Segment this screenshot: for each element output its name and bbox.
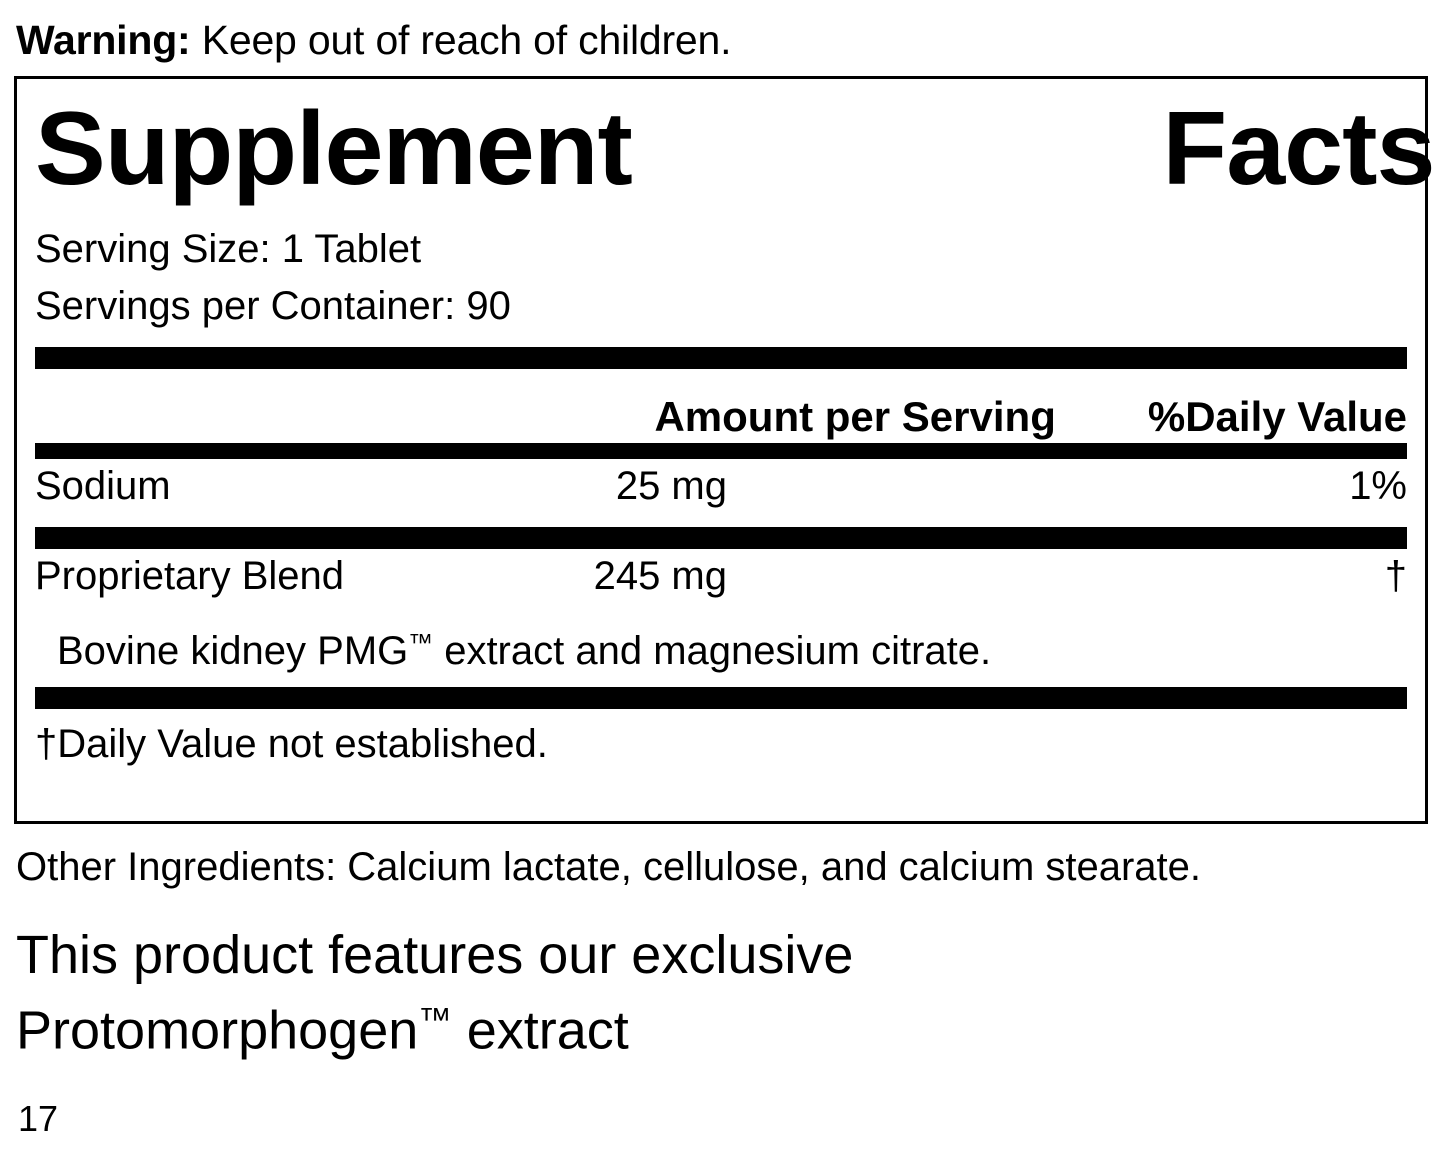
rule-between-rows [35, 527, 1407, 549]
table-row: Proprietary Blend 245 mg † [35, 549, 1407, 617]
warning-label: Warning: [16, 17, 191, 63]
supplement-facts-panel: Supplement Facts Serving Size: 1 Tablet S… [14, 76, 1435, 824]
rule-above-footnote [35, 687, 1407, 709]
nutrient-dv-sodium: 1% [1349, 464, 1407, 508]
blend-description-prefix: Bovine kidney PMG [57, 628, 409, 673]
header-daily-value: %Daily Value [1147, 393, 1407, 440]
nutrient-amount-sodium: 25 mg [615, 464, 727, 508]
tagline-line-1: This product features our exclusive [16, 925, 854, 985]
trademark-icon: ™ [408, 630, 434, 657]
tagline-line-2-suffix: extract [451, 1000, 629, 1061]
rule-below-headers [35, 443, 1407, 459]
blend-description-suffix: extract and magnesium citrate. [433, 628, 992, 673]
panel-title-word-facts: Facts [1162, 91, 1435, 207]
product-tagline: This product features our exclusive Prot… [16, 922, 1216, 1063]
servings-per-container: Servings per Container: 90 [35, 284, 511, 328]
table-row: Sodium 25 mg 1% [35, 459, 1407, 527]
nutrient-name-proprietary-blend: Proprietary Blend [35, 554, 345, 598]
warning-text: Keep out of reach of children. [190, 17, 732, 63]
daily-value-footnote: †Daily Value not established. [35, 722, 548, 766]
tagline-line-2-prefix: Protomorphogen [16, 1000, 419, 1061]
page-number: 17 [18, 1098, 59, 1139]
nutrient-name-sodium: Sodium [35, 464, 171, 508]
tagline-line-2: Protomorphogen™ extract [16, 988, 1216, 1063]
serving-information: Serving Size: 1 Tablet Servings per Cont… [35, 221, 1407, 335]
nutrient-amount-proprietary-blend: 245 mg [593, 554, 727, 598]
rule-above-headers [35, 347, 1407, 369]
header-amount-per-serving: Amount per Serving [654, 393, 1056, 440]
trademark-icon: ™ [418, 1002, 452, 1039]
warning-statement: Warning: Keep out of reach of children. [16, 16, 732, 64]
blend-ingredients-description: Bovine kidney PMG™ extract and magnesium… [35, 617, 1407, 677]
serving-size: Serving Size: 1 Tablet [35, 227, 422, 271]
nutrient-dv-proprietary-blend: † [1384, 554, 1407, 598]
other-ingredients: Other Ingredients: Calcium lactate, cell… [16, 845, 1202, 889]
table-header-row: Amount per Serving %Daily Value [35, 369, 1407, 443]
panel-title-word-supplement: Supplement [35, 91, 633, 207]
panel-title: Supplement Facts [35, 79, 1435, 207]
